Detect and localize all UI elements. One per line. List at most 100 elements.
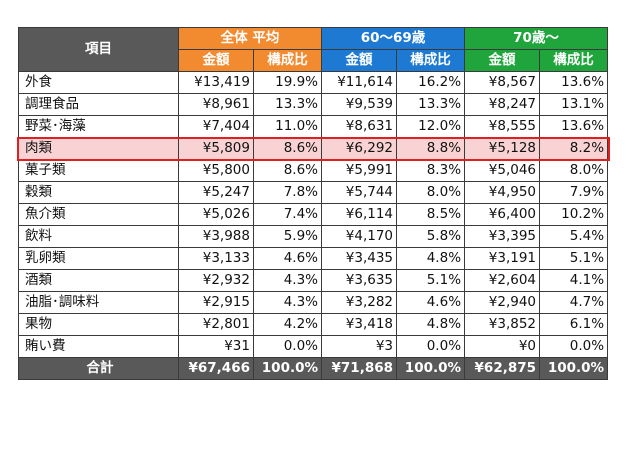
cell-70plus-amount: ¥3,395	[464, 225, 541, 248]
cell-60s-amount: ¥5,991	[321, 159, 398, 182]
cell-60s-ratio: 8.8%	[396, 137, 466, 160]
cell-70plus-amount: ¥8,247	[464, 93, 541, 116]
cell-all-ratio: 19.9%	[252, 71, 323, 94]
cell-60s-ratio: 5.8%	[396, 225, 466, 248]
cell-70plus-ratio: 6.1%	[539, 313, 609, 336]
cell-70plus-amount: ¥8,567	[464, 71, 541, 94]
cell-60s-ratio: 8.0%	[396, 181, 466, 204]
cell-60s-ratio: 4.6%	[396, 291, 466, 314]
cell-all-amount: ¥2,915	[178, 291, 254, 314]
header-group-70plus: 70歳〜	[464, 27, 609, 50]
cell-70plus-amount: ¥3,852	[464, 313, 541, 336]
cell-60s-ratio: 8.5%	[396, 203, 466, 226]
cell-all-amount: ¥7,404	[178, 115, 254, 138]
table-row: 調理食品 ¥8,961 13.3% ¥9,539 13.3% ¥8,247 13.1%	[18, 93, 609, 116]
cell-all-amount: ¥13,419	[178, 71, 254, 94]
table-header: 項目 全体 平均 60〜69歳 70歳〜 金額 構成比 金額 構成比 金額 構成…	[18, 27, 609, 72]
cell-all-amount: ¥2,801	[178, 313, 254, 336]
cell-70plus-amount: ¥6,400	[464, 203, 541, 226]
cell-60s-ratio: 4.8%	[396, 247, 466, 270]
cell-60s-amount: ¥8,631	[321, 115, 398, 138]
cell-60s-amount: ¥3,418	[321, 313, 398, 336]
cell-70plus-ratio: 5.1%	[539, 247, 609, 270]
cell-60s-ratio: 4.8%	[396, 313, 466, 336]
header-ratio: 構成比	[396, 49, 466, 72]
cell-all-ratio: 8.6%	[252, 137, 323, 160]
cell-all-amount: ¥3,988	[178, 225, 254, 248]
row-label: 賄い費	[18, 335, 179, 358]
cell-60s-amount: ¥4,170	[321, 225, 398, 248]
table-row: 穀類 ¥5,247 7.8% ¥5,744 8.0% ¥4,950 7.9%	[18, 181, 609, 204]
cell-70plus-ratio: 4.1%	[539, 269, 609, 292]
cell-70plus-ratio: 13.1%	[539, 93, 609, 116]
cell-all-amount: ¥67,466	[178, 357, 254, 380]
cell-all-ratio: 4.2%	[252, 313, 323, 336]
table-row: 飲料 ¥3,988 5.9% ¥4,170 5.8% ¥3,395 5.4%	[18, 225, 609, 248]
cell-70plus-ratio: 4.7%	[539, 291, 609, 314]
cell-all-amount: ¥3,133	[178, 247, 254, 270]
table-row: 肉類 ¥5,809 8.6% ¥6,292 8.8% ¥5,128 8.2%	[18, 137, 609, 160]
row-label: 肉類	[18, 137, 179, 160]
cell-all-ratio: 0.0%	[252, 335, 323, 358]
cell-all-ratio: 13.3%	[252, 93, 323, 116]
header-amount: 金額	[321, 49, 398, 72]
cell-70plus-amount: ¥0	[464, 335, 541, 358]
cell-60s-amount: ¥6,114	[321, 203, 398, 226]
cell-all-amount: ¥2,932	[178, 269, 254, 292]
cell-70plus-amount: ¥2,604	[464, 269, 541, 292]
cell-60s-amount: ¥71,868	[321, 357, 398, 380]
row-label: 調理食品	[18, 93, 179, 116]
cell-60s-amount: ¥11,614	[321, 71, 398, 94]
table-body: 外食 ¥13,419 19.9% ¥11,614 16.2% ¥8,567 13.6% 調理食…	[18, 71, 609, 380]
header-item: 項目	[18, 27, 179, 72]
header-amount: 金額	[178, 49, 254, 72]
header-ratio: 構成比	[539, 49, 609, 72]
cell-all-ratio: 7.4%	[252, 203, 323, 226]
cell-all-ratio: 7.8%	[252, 181, 323, 204]
table-row: 菓子類 ¥5,800 8.6% ¥5,991 8.3% ¥5,046 8.0%	[18, 159, 609, 182]
row-label: 油脂･調味料	[18, 291, 179, 314]
cell-all-amount: ¥5,247	[178, 181, 254, 204]
row-label: 乳卵類	[18, 247, 179, 270]
cell-60s-amount: ¥5,744	[321, 181, 398, 204]
cell-70plus-ratio: 8.2%	[539, 137, 609, 160]
row-label: 合計	[18, 357, 179, 380]
table-row: 酒類 ¥2,932 4.3% ¥3,635 5.1% ¥2,604 4.1%	[18, 269, 609, 292]
cell-60s-ratio: 8.3%	[396, 159, 466, 182]
header-amount: 金額	[464, 49, 541, 72]
cell-60s-ratio: 0.0%	[396, 335, 466, 358]
cell-all-amount: ¥5,026	[178, 203, 254, 226]
row-label: 穀類	[18, 181, 179, 204]
header-group-all-average: 全体 平均	[177, 27, 323, 50]
cell-70plus-amount: ¥62,875	[464, 357, 541, 380]
food-expense-table: 項目 全体 平均 60〜69歳 70歳〜 金額 構成比 金額 構成比 金額 構成…	[18, 27, 609, 380]
table-row: 油脂･調味料 ¥2,915 4.3% ¥3,282 4.6% ¥2,940 4.7%	[18, 291, 609, 314]
cell-70plus-amount: ¥2,940	[464, 291, 541, 314]
table-row: 乳卵類 ¥3,133 4.6% ¥3,435 4.8% ¥3,191 5.1%	[18, 247, 609, 270]
cell-all-ratio: 4.3%	[252, 291, 323, 314]
cell-70plus-ratio: 0.0%	[539, 335, 609, 358]
cell-60s-ratio: 16.2%	[396, 71, 466, 94]
cell-70plus-amount: ¥8,555	[464, 115, 541, 138]
cell-70plus-amount: ¥4,950	[464, 181, 541, 204]
table-row: 魚介類 ¥5,026 7.4% ¥6,114 8.5% ¥6,400 10.2%	[18, 203, 609, 226]
cell-60s-amount: ¥3,435	[321, 247, 398, 270]
cell-all-ratio: 4.6%	[252, 247, 323, 270]
row-label: 酒類	[18, 269, 179, 292]
cell-60s-amount: ¥9,539	[321, 93, 398, 116]
cell-70plus-amount: ¥5,046	[464, 159, 541, 182]
cell-70plus-amount: ¥3,191	[464, 247, 541, 270]
cell-70plus-ratio: 13.6%	[539, 115, 609, 138]
cell-60s-amount: ¥6,292	[321, 137, 398, 160]
cell-70plus-ratio: 7.9%	[539, 181, 609, 204]
cell-70plus-ratio: 8.0%	[539, 159, 609, 182]
cell-70plus-ratio: 100.0%	[539, 357, 609, 380]
cell-all-amount: ¥8,961	[178, 93, 254, 116]
row-label: 飲料	[18, 225, 179, 248]
cell-60s-ratio: 5.1%	[396, 269, 466, 292]
cell-all-ratio: 11.0%	[252, 115, 323, 138]
cell-all-ratio: 4.3%	[252, 269, 323, 292]
cell-70plus-amount: ¥5,128	[464, 137, 541, 160]
table-row: 外食 ¥13,419 19.9% ¥11,614 16.2% ¥8,567 13.6%	[18, 71, 609, 94]
table-row: 野菜･海藻 ¥7,404 11.0% ¥8,631 12.0% ¥8,555 13.6%	[18, 115, 609, 138]
